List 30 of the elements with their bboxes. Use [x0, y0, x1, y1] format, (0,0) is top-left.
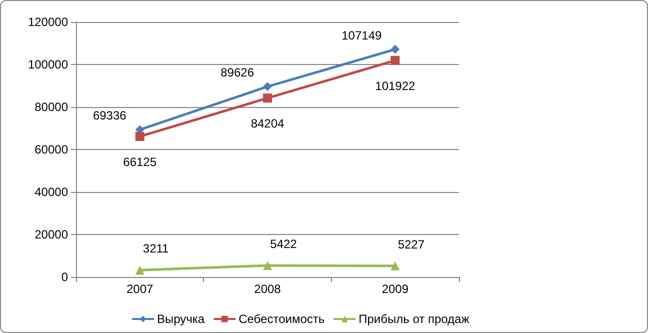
y-tick-label: 20000: [34, 228, 68, 242]
point: [263, 260, 272, 270]
y-tick-label: 60000: [34, 142, 68, 156]
data-label: 5227: [398, 237, 425, 252]
point: [390, 261, 400, 270]
y-tick-label: 40000: [34, 185, 68, 199]
point: [135, 266, 144, 275]
y-tick-label: 0: [61, 270, 68, 284]
x-tick-label: 2009: [382, 282, 409, 296]
data-label: 69336: [92, 108, 127, 123]
legend-label: Себестоимость: [238, 312, 325, 326]
data-label: 66125: [123, 154, 157, 169]
y-tick-label: 100000: [28, 58, 68, 72]
point: [390, 44, 400, 54]
data-label: 101922: [375, 78, 416, 93]
y-tick-label: 120000: [28, 15, 68, 29]
data-label: 89626: [220, 66, 254, 80]
data-label: 107149: [342, 28, 382, 42]
point: [135, 132, 144, 141]
legend-label: Прибыль от продаж: [358, 312, 470, 326]
data-label: 5422: [270, 236, 298, 251]
x-tick-label: 2007: [126, 282, 154, 296]
x-tick-label: 2008: [254, 282, 282, 296]
point: [390, 56, 400, 65]
point: [263, 82, 272, 92]
point: [263, 94, 272, 103]
data-label: 84204: [250, 116, 285, 131]
y-tick-label: 80000: [34, 100, 68, 114]
legend-label: Выручка: [157, 312, 205, 326]
data-label: 3211: [142, 242, 170, 256]
